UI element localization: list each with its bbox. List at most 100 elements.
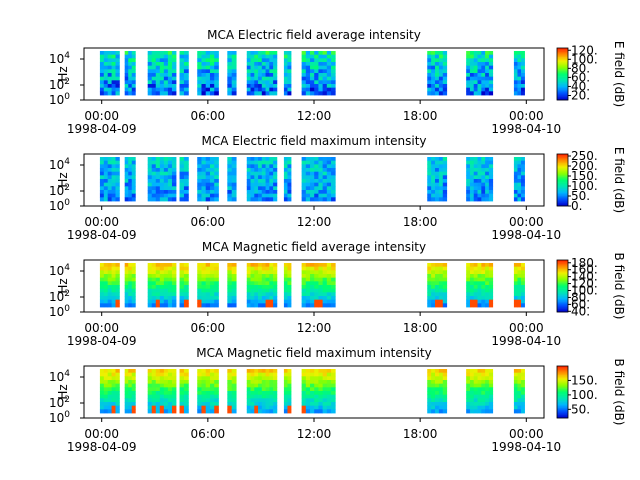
spectrogram-cell (314, 190, 319, 195)
spectrogram-cell (159, 168, 165, 173)
spectrogram-cell (481, 84, 486, 89)
spectrogram-cell (301, 394, 307, 399)
spectrogram-cell (131, 160, 136, 165)
spectrogram-cell (273, 182, 278, 187)
spectrogram-cell (197, 179, 202, 184)
spectrogram-cell (107, 296, 112, 301)
spectrogram-cell (115, 164, 120, 169)
spectrogram-cell (124, 285, 129, 290)
spectrogram-cell (227, 274, 233, 279)
colorbar-segment (557, 54, 568, 57)
spectrogram-cell (171, 69, 177, 74)
spectrogram-cell (201, 281, 207, 286)
spectrogram-cell (442, 73, 448, 78)
spectrogram-cell (488, 54, 494, 59)
spectrogram-cell (473, 387, 478, 392)
spectrogram-cell (171, 186, 177, 191)
spectrogram-cell (269, 193, 274, 198)
spectrogram-cell (250, 405, 255, 410)
spectrogram-cell (163, 380, 169, 385)
spectrogram-cell (326, 402, 332, 407)
x-tick-label: 06:00 (191, 109, 226, 123)
spectrogram-cell (318, 394, 324, 399)
spectrogram-cell (115, 193, 120, 198)
spectrogram-cell (273, 372, 278, 377)
spectrogram-cell (115, 296, 120, 301)
spectrogram-cell (322, 270, 328, 275)
spectrogram-cell (246, 58, 251, 63)
spectrogram-cell (427, 402, 432, 407)
spectrogram-cell (107, 398, 112, 403)
spectrogram-cell (227, 369, 233, 374)
spectrogram-cell (521, 182, 525, 187)
spectrogram-cell (163, 54, 169, 59)
spectrogram-cell (107, 277, 112, 282)
colorbar-segment (557, 49, 568, 51)
spectrogram-cell (246, 402, 251, 407)
spectrogram-cell (310, 398, 315, 403)
spectrogram-cell (469, 58, 475, 63)
spectrogram-cell (287, 376, 292, 381)
spectrogram-cell (331, 91, 336, 96)
spectrogram-cell (431, 179, 436, 184)
spectrogram-cell (209, 391, 215, 396)
colorbar-segment (557, 193, 568, 195)
spectrogram-cell (517, 179, 522, 184)
spectrogram-cell (310, 263, 315, 268)
spectrogram-cell (103, 369, 109, 374)
spectrogram-cell (128, 51, 133, 56)
spectrogram-cell (147, 87, 153, 92)
spectrogram-cell (466, 157, 471, 162)
spectrogram-cell (438, 186, 444, 191)
spectrogram-cell (521, 69, 525, 74)
spectrogram-cell (473, 285, 478, 290)
spectrogram-cell (265, 281, 270, 286)
spectrogram-cell (209, 168, 215, 173)
spectrogram-cell (246, 274, 251, 279)
spectrogram-cell (517, 266, 522, 271)
spectrogram-cell (301, 175, 307, 180)
spectrogram-cell (273, 266, 278, 271)
spectrogram-cell (201, 76, 207, 81)
spectrogram-cell (254, 292, 259, 297)
spectrogram-cell (179, 405, 185, 410)
spectrogram-cell (521, 266, 525, 271)
spectrogram-cell (246, 54, 251, 59)
spectrogram-cell (326, 409, 332, 414)
spectrogram-cell (310, 84, 315, 89)
spectrogram-cell (442, 179, 448, 184)
spectrogram-cell (227, 285, 233, 290)
spectrogram-cell (231, 263, 237, 268)
colorbar-segment (557, 278, 568, 280)
spectrogram-cell (513, 65, 518, 70)
spectrogram-cell (179, 73, 185, 78)
spectrogram-cell (322, 193, 328, 198)
x-tick-label: 00:00 (509, 321, 544, 335)
spectrogram-cell (115, 168, 120, 173)
spectrogram-cell (283, 193, 288, 198)
spectrogram-cell (273, 157, 278, 162)
spectrogram-cell (326, 87, 332, 92)
spectrogram-cell (111, 405, 116, 410)
spectrogram-cell (159, 91, 165, 96)
spectrogram-cell (214, 84, 219, 89)
spectrogram-cell (159, 285, 165, 290)
colorbar-segment (557, 75, 568, 77)
spectrogram-cell (326, 383, 332, 388)
spectrogram-cell (111, 157, 116, 162)
spectrogram-cell (305, 263, 311, 268)
spectrogram-cell (205, 54, 211, 59)
spectrogram-cell (115, 277, 120, 282)
spectrogram-cell (155, 182, 161, 187)
spectrogram-cell (435, 383, 440, 388)
spectrogram-cell (155, 58, 161, 63)
spectrogram-cell (115, 84, 120, 89)
spectrogram-cell (250, 409, 255, 414)
spectrogram-cell (254, 398, 259, 403)
spectrogram-cell (209, 87, 215, 92)
spectrogram-cell (269, 157, 274, 162)
spectrogram-cell (265, 266, 270, 271)
y-axis-label: Hz (56, 66, 70, 81)
spectrogram-cell (331, 369, 336, 374)
spectrogram-cell (485, 270, 490, 275)
